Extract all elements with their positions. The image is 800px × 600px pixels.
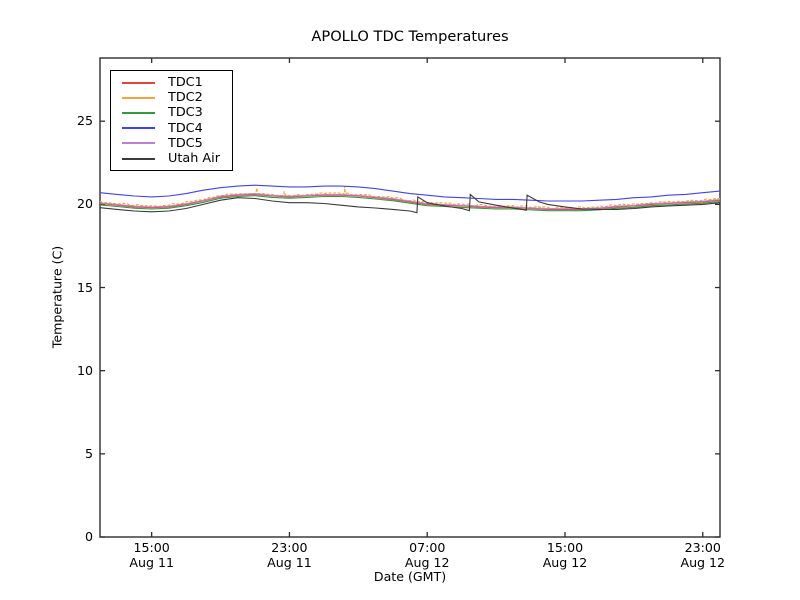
- chart-title: APOLLO TDC Temperatures: [311, 28, 509, 45]
- legend: TDC1 TDC2 TDC3 TDC4 TDC5 Utah Air: [110, 70, 233, 172]
- legend-line-sample: [122, 81, 155, 84]
- x-tick-label: 15:00 Aug 12: [520, 540, 610, 570]
- x-tick-date: Aug 12: [680, 554, 726, 570]
- legend-entry: TDC4: [111, 121, 232, 136]
- legend-entry: TDC2: [111, 90, 232, 105]
- legend-label: TDC3: [168, 105, 203, 121]
- x-tick-label: 15:00 Aug 11: [107, 540, 197, 570]
- x-tick-date: Aug 12: [542, 554, 588, 570]
- legend-line-sample: [122, 157, 155, 160]
- legend-entry: TDC1: [111, 75, 232, 90]
- x-tick-label: 07:00 Aug 12: [382, 540, 472, 570]
- x-tick-time: 23:00: [684, 540, 721, 555]
- plot-border: [99, 57, 721, 538]
- y-tick-label: 5: [84, 445, 93, 461]
- x-tick-label: 23:00 Aug 12: [658, 540, 748, 570]
- series-line-tdc3: [99, 195, 721, 212]
- legend-label: TDC1: [168, 75, 203, 91]
- y-tick-label: 0: [84, 529, 93, 544]
- legend-label: TDC4: [168, 120, 203, 136]
- legend-line-sample: [122, 111, 155, 114]
- x-axis-label: Date (GMT): [373, 569, 447, 584]
- x-tick-time: 15:00: [133, 540, 170, 555]
- legend-label: Utah Air: [168, 151, 220, 167]
- legend-entry: TDC5: [111, 136, 232, 151]
- y-tick-label: 25: [76, 113, 93, 129]
- series-line-tdc4: [99, 184, 721, 202]
- series-line-tdc1: [99, 193, 721, 210]
- legend-line-sample: [122, 96, 155, 99]
- y-tick-label: 20: [76, 196, 93, 212]
- x-tick-time: 07:00: [409, 540, 446, 555]
- legend-entry: Utah Air: [111, 151, 232, 166]
- x-tick-time: 15:00: [546, 540, 584, 555]
- series-line-tdc2: [99, 186, 721, 210]
- legend-line-sample: [122, 142, 155, 145]
- x-tick-date: Aug 11: [267, 554, 312, 570]
- series-line-tdc5: [99, 193, 721, 210]
- x-tick-label: 23:00 Aug 11: [244, 540, 334, 570]
- legend-label: TDC2: [168, 90, 203, 106]
- x-tick-date: Aug 12: [404, 554, 450, 570]
- legend-label: TDC5: [168, 135, 203, 151]
- y-tick-label: 10: [76, 362, 93, 378]
- y-tick-label: 15: [76, 279, 93, 295]
- x-tick-date: Aug 11: [129, 554, 174, 570]
- series-line-utah-air: [99, 193, 721, 214]
- legend-entry: TDC3: [111, 105, 232, 120]
- legend-line-sample: [122, 127, 155, 130]
- y-axis-label: Temperature (C): [49, 245, 65, 349]
- x-tick-time: 23:00: [271, 540, 308, 555]
